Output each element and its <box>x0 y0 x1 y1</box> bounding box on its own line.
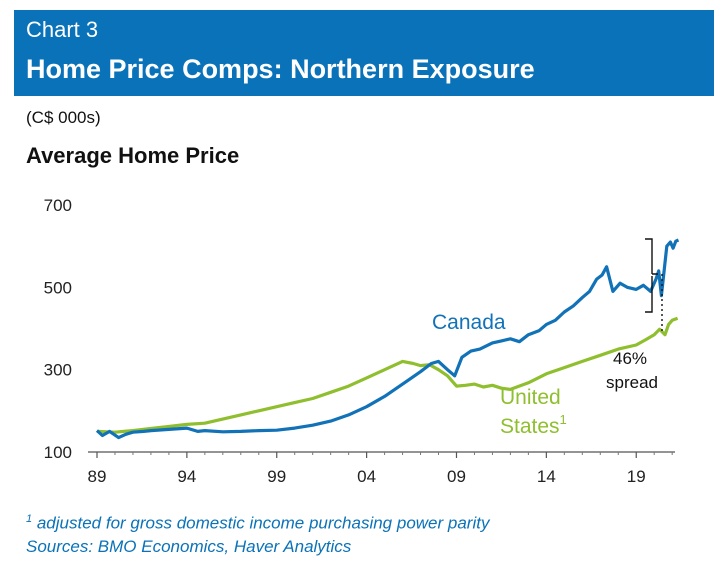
chart-title: Home Price Comps: Northern Exposure <box>26 54 535 84</box>
spread-brace <box>645 276 653 313</box>
canada-spread-bracket <box>645 238 658 275</box>
x-axis-ticks: 89 94 99 04 09 14 19 <box>88 452 673 486</box>
sources-line: Sources: BMO Economics, Haver Analytics <box>26 536 352 556</box>
chart-number: Chart 3 <box>26 17 99 42</box>
footnote: 1 adjusted for gross domestic income pur… <box>26 508 489 558</box>
line-chart: 89 94 99 04 09 14 19 100 300 500 700 Canada Unite… <box>44 196 680 486</box>
x-tick-label: 09 <box>447 467 466 486</box>
units-label: (C$ 000s) <box>26 108 101 127</box>
series-lines <box>95 238 680 440</box>
canada-line <box>95 238 680 440</box>
x-tick-label: 04 <box>357 467 376 486</box>
united-states-line <box>96 316 679 434</box>
spread-value-label: 46% <box>613 349 647 368</box>
x-tick-label: 14 <box>537 467 556 486</box>
y-tick-label: 500 <box>44 278 72 297</box>
x-tick-label: 99 <box>267 467 286 486</box>
y-tick-label: 100 <box>44 443 72 462</box>
chart-subtitle: Average Home Price <box>26 143 240 168</box>
footnote-line: 1 adjusted for gross domestic income pur… <box>26 508 489 535</box>
x-tick-label: 19 <box>627 467 646 486</box>
x-tick-label: 89 <box>88 467 107 486</box>
us-series-label-text: States <box>500 415 560 438</box>
us-series-footnote-marker: 1 <box>560 412 567 427</box>
footnote-text: adjusted for gross domestic income purch… <box>32 513 490 533</box>
title-banner: Chart 3 Home Price Comps: Northern Expos… <box>14 10 714 96</box>
y-axis-ticks: 100 300 500 700 <box>44 196 72 462</box>
footnote-marker: 1 <box>26 513 33 525</box>
y-tick-label: 700 <box>44 196 72 215</box>
canada-series-label: Canada <box>432 311 506 334</box>
us-series-label-line2: States1 <box>500 412 567 438</box>
x-tick-label: 94 <box>177 467 196 486</box>
y-tick-label: 300 <box>44 361 72 380</box>
us-series-label-line1: United <box>500 386 561 409</box>
spread-word-label: spread <box>606 373 658 392</box>
